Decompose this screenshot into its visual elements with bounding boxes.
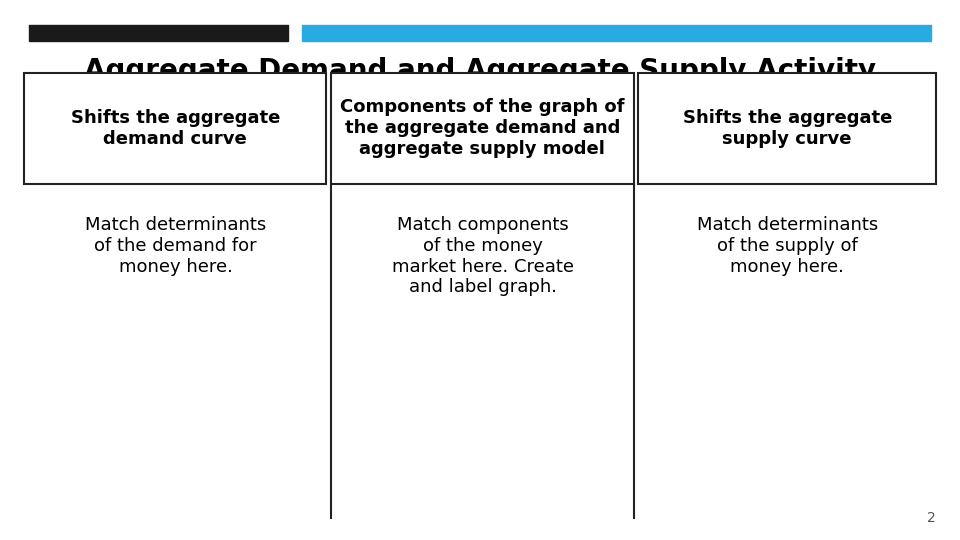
Text: Components of the graph of
the aggregate demand and
aggregate supply model: Components of the graph of the aggregate…: [340, 98, 625, 158]
Text: Match components
of the money
market here. Create
and label graph.: Match components of the money market her…: [392, 216, 574, 296]
Bar: [302, 25, 931, 40]
Text: Shifts the aggregate
supply curve: Shifts the aggregate supply curve: [683, 109, 892, 147]
Bar: [29, 25, 288, 40]
Text: Aggregate Demand and Aggregate Supply Activity: Aggregate Demand and Aggregate Supply Ac…: [84, 57, 876, 85]
FancyBboxPatch shape: [331, 73, 634, 184]
Text: Match determinants
of the demand for
money here.: Match determinants of the demand for mon…: [85, 216, 266, 275]
Text: Shifts the aggregate
demand curve: Shifts the aggregate demand curve: [70, 109, 280, 147]
FancyBboxPatch shape: [638, 73, 936, 184]
Text: 2: 2: [927, 511, 936, 525]
Text: Match determinants
of the supply of
money here.: Match determinants of the supply of mone…: [697, 216, 877, 275]
FancyBboxPatch shape: [24, 73, 326, 184]
